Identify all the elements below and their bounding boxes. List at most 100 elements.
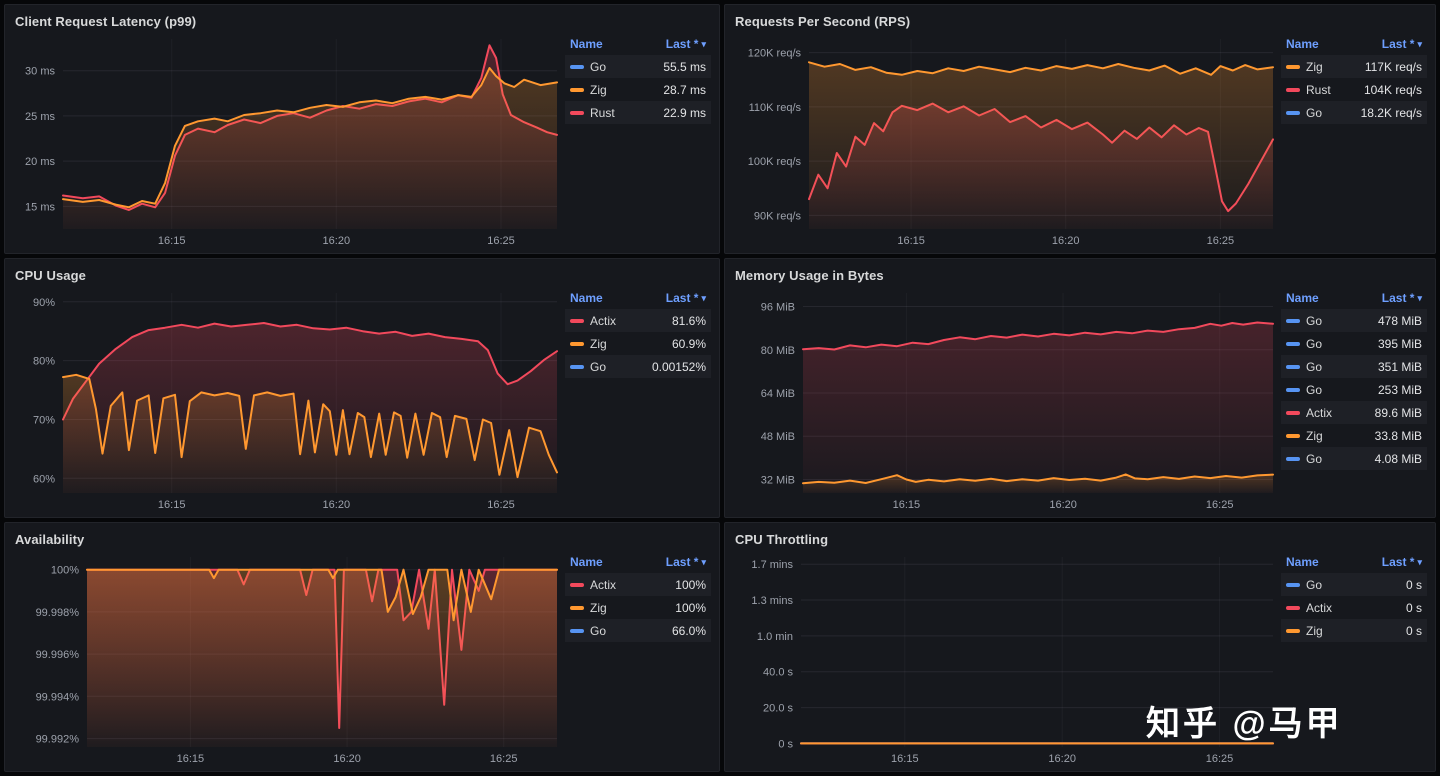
legend-rows: Go 0 s Actix 0 s Zig 0 s — [1281, 573, 1427, 642]
svg-text:16:25: 16:25 — [490, 753, 518, 765]
panel-title[interactable]: Availability — [15, 531, 85, 547]
series-last-value: 22.9 ms — [663, 105, 706, 120]
legend-header-last[interactable]: Last * ▾ — [1382, 291, 1422, 305]
series-last-value: 81.6% — [671, 313, 706, 328]
series-last-value: 4.08 MiB — [1374, 451, 1422, 466]
series-name[interactable]: Actix — [590, 313, 617, 328]
legend-row[interactable]: Go 4.08 MiB — [1281, 447, 1427, 470]
legend-row[interactable]: Go 478 MiB — [1281, 309, 1427, 332]
legend-row[interactable]: Go 395 MiB — [1281, 332, 1427, 355]
legend-row[interactable]: Actix 100% — [565, 573, 711, 596]
legend-row[interactable]: Go 351 MiB — [1281, 355, 1427, 378]
series-name[interactable]: Go — [590, 359, 607, 374]
series-name[interactable]: Zig — [590, 82, 607, 97]
panel-title[interactable]: Requests Per Second (RPS) — [735, 13, 911, 29]
panel-header[interactable]: CPU Throttling — [725, 523, 1435, 549]
legend-row[interactable]: Go 18.2K req/s — [1281, 101, 1427, 124]
series-last-value: 117K req/s — [1364, 59, 1422, 74]
legend-row[interactable]: Go 55.5 ms — [565, 55, 711, 78]
series-name[interactable]: Actix — [1306, 600, 1333, 615]
legend-table: Name Last * ▾ Actix 100% Zig 100% Go 66.… — [563, 549, 715, 769]
legend-row[interactable]: Actix 89.6 MiB — [1281, 401, 1427, 424]
chart-area[interactable]: 90K req/s 100K req/s 110K req/s 120K req/s 1… — [727, 31, 1279, 251]
svg-text:16:20: 16:20 — [323, 235, 351, 247]
dashboard-panel: Client Request Latency (p99) 15 ms 20 ms 2… — [4, 4, 720, 254]
panel-title[interactable]: Client Request Latency (p99) — [15, 13, 197, 29]
sort-caret-icon: ▾ — [701, 38, 706, 49]
legend-header-name[interactable]: Name — [570, 555, 603, 569]
svg-text:1.7 mins: 1.7 mins — [751, 559, 793, 571]
series-name[interactable]: Zig — [1306, 59, 1323, 74]
series-name[interactable]: Go — [1306, 105, 1323, 120]
legend-header-last[interactable]: Last * ▾ — [1382, 555, 1422, 569]
panel-header[interactable]: Requests Per Second (RPS) — [725, 5, 1435, 31]
legend-header: Name Last * ▾ — [565, 33, 711, 55]
legend-row[interactable]: Zig 100% — [565, 596, 711, 619]
legend-row[interactable]: Actix 0 s — [1281, 596, 1427, 619]
series-last-value: 478 MiB — [1377, 313, 1422, 328]
legend-header-last-label: Last * — [1381, 291, 1415, 305]
series-name[interactable]: Zig — [590, 600, 607, 615]
legend-header-last[interactable]: Last * ▾ — [666, 37, 706, 51]
series-name[interactable]: Go — [1306, 451, 1323, 466]
chart-area[interactable]: 15 ms 20 ms 25 ms 30 ms 16:15 16:20 16:25 — [7, 31, 563, 251]
legend-header-name[interactable]: Name — [1286, 291, 1319, 305]
legend-header-last[interactable]: Last * ▾ — [666, 291, 706, 305]
legend-header-last[interactable]: Last * ▾ — [1382, 37, 1422, 51]
series-color-swatch — [1286, 364, 1300, 369]
panel-header[interactable]: Client Request Latency (p99) — [5, 5, 719, 31]
series-name[interactable]: Go — [1306, 336, 1323, 351]
series-color-swatch — [1286, 582, 1300, 587]
legend-row[interactable]: Zig 0 s — [1281, 619, 1427, 642]
series-name[interactable]: Actix — [590, 577, 617, 592]
series-name[interactable]: Go — [1306, 359, 1323, 374]
series-name[interactable]: Go — [1306, 313, 1323, 328]
legend-row[interactable]: Go 0.00152% — [565, 355, 711, 378]
series-name[interactable]: Rust — [1306, 82, 1331, 97]
panel-header[interactable]: Availability — [5, 523, 719, 549]
panel-title[interactable]: Memory Usage in Bytes — [735, 267, 884, 283]
svg-text:64 MiB: 64 MiB — [761, 388, 795, 400]
svg-text:100%: 100% — [51, 565, 79, 577]
legend-row[interactable]: Rust 22.9 ms — [565, 101, 711, 124]
legend-row[interactable]: Go 0 s — [1281, 573, 1427, 596]
chart-area[interactable]: 99.992% 99.994% 99.996% 99.998% 100% 16:15 16:… — [7, 549, 563, 769]
series-color-swatch — [1286, 64, 1300, 69]
chart-area[interactable]: 0 s 20.0 s 40.0 s 1.0 min 1.3 mins 1.7 mins 16… — [727, 549, 1279, 769]
series-name[interactable]: Zig — [1306, 428, 1323, 443]
series-name[interactable]: Go — [590, 623, 607, 638]
svg-text:1.3 mins: 1.3 mins — [751, 595, 793, 607]
legend-header: Name Last * ▾ — [1281, 551, 1427, 573]
series-name[interactable]: Actix — [1306, 405, 1333, 420]
legend-row[interactable]: Go 66.0% — [565, 619, 711, 642]
legend-row[interactable]: Zig 60.9% — [565, 332, 711, 355]
svg-text:70%: 70% — [33, 415, 55, 427]
legend-row[interactable]: Zig 28.7 ms — [565, 78, 711, 101]
svg-text:20.0 s: 20.0 s — [763, 703, 793, 715]
legend-row[interactable]: Actix 81.6% — [565, 309, 711, 332]
legend-header-name[interactable]: Name — [1286, 555, 1319, 569]
series-name[interactable]: Go — [1306, 382, 1323, 397]
legend-row[interactable]: Zig 33.8 MiB — [1281, 424, 1427, 447]
legend-header-name[interactable]: Name — [1286, 37, 1319, 51]
series-name[interactable]: Zig — [590, 336, 607, 351]
series-name[interactable]: Zig — [1306, 623, 1323, 638]
panel-title[interactable]: CPU Usage — [15, 267, 86, 283]
legend-header-last[interactable]: Last * ▾ — [666, 555, 706, 569]
chart-area[interactable]: 32 MiB 48 MiB 64 MiB 80 MiB 96 MiB 16:15 16:20… — [727, 285, 1279, 515]
series-name[interactable]: Go — [590, 59, 607, 74]
legend-header-name[interactable]: Name — [570, 291, 603, 305]
chart-area[interactable]: 60% 70% 80% 90% 16:15 16:20 16:25 — [7, 285, 563, 515]
panel-title[interactable]: CPU Throttling — [735, 531, 829, 547]
series-name[interactable]: Rust — [590, 105, 615, 120]
legend-row[interactable]: Rust 104K req/s — [1281, 78, 1427, 101]
legend-header-name[interactable]: Name — [570, 37, 603, 51]
legend-row[interactable]: Zig 117K req/s — [1281, 55, 1427, 78]
panel-header[interactable]: CPU Usage — [5, 259, 719, 285]
series-name[interactable]: Go — [1306, 577, 1323, 592]
chart-svg: 0 s 20.0 s 40.0 s 1.0 min 1.3 mins 1.7 mins 16… — [751, 557, 1274, 765]
svg-text:90%: 90% — [33, 297, 55, 309]
panel-header[interactable]: Memory Usage in Bytes — [725, 259, 1435, 285]
legend-row[interactable]: Go 253 MiB — [1281, 378, 1427, 401]
